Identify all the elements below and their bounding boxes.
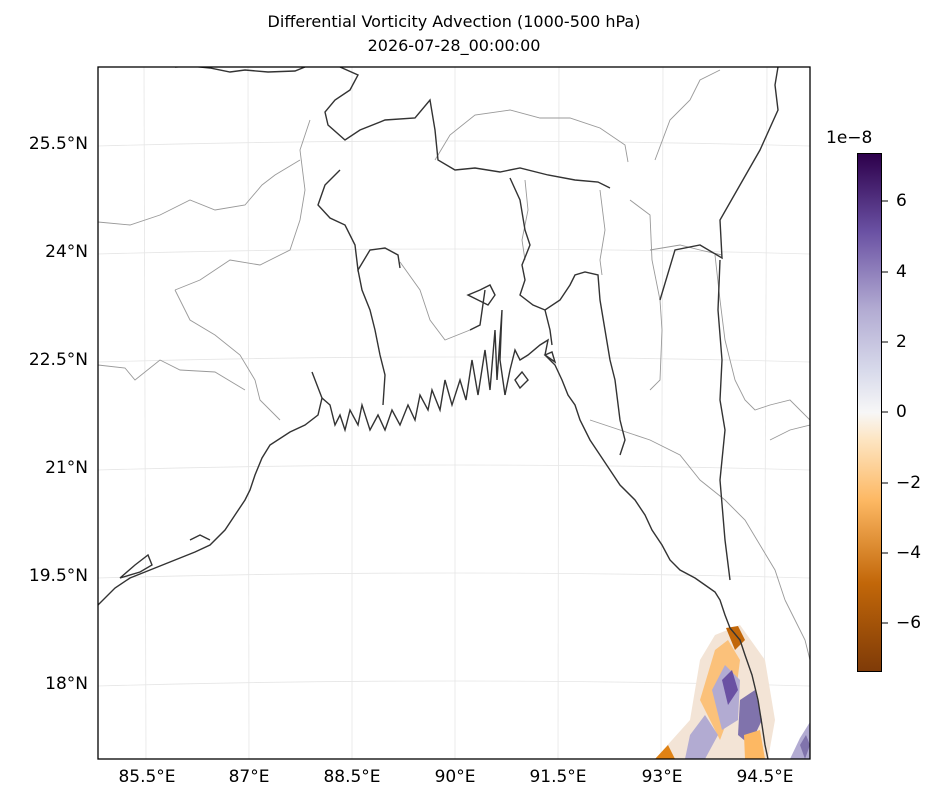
lat-label: 21°N xyxy=(45,458,88,478)
lon-label: 87°E xyxy=(228,767,270,787)
lat-label: 24°N xyxy=(45,242,88,262)
lon-label: 85.5°E xyxy=(118,767,176,787)
lat-gridlines xyxy=(98,140,810,687)
map-frame xyxy=(97,66,811,760)
lat-label: 18°N xyxy=(45,674,88,694)
lat-label: 22.5°N xyxy=(28,350,88,370)
state-borders xyxy=(98,69,810,661)
coastline xyxy=(98,284,769,759)
lon-label: 94.5°E xyxy=(736,767,794,787)
colorbar-tick-label: −4 xyxy=(896,543,922,563)
lon-label: 91.5°E xyxy=(529,767,587,787)
colorbar-exponent: 1e−8 xyxy=(826,128,873,148)
map-title: Differential Vorticity Advection (1000-5… xyxy=(267,12,641,31)
colorbar xyxy=(857,153,882,672)
colorbar-tick-label: 6 xyxy=(896,191,907,211)
vorticity-field xyxy=(655,625,810,759)
lon-label: 93°E xyxy=(641,767,683,787)
colorbar-tick-label: −2 xyxy=(896,473,922,493)
colorbar-tick-label: −6 xyxy=(896,613,922,633)
colorbar-tick-label: 2 xyxy=(896,332,907,352)
colorbar-tick-label: 0 xyxy=(896,402,907,422)
country-borders xyxy=(175,67,779,581)
lat-label: 19.5°N xyxy=(28,566,88,586)
map-subtitle: 2026-07-28_00:00:00 xyxy=(367,36,541,55)
lon-label: 88.5°E xyxy=(323,767,381,787)
lat-label: 25.5°N xyxy=(28,134,88,154)
lon-gridlines xyxy=(143,67,768,759)
colorbar-ticks xyxy=(882,200,888,624)
lon-label: 90°E xyxy=(434,767,476,787)
colorbar-tick-label: 4 xyxy=(896,262,907,282)
